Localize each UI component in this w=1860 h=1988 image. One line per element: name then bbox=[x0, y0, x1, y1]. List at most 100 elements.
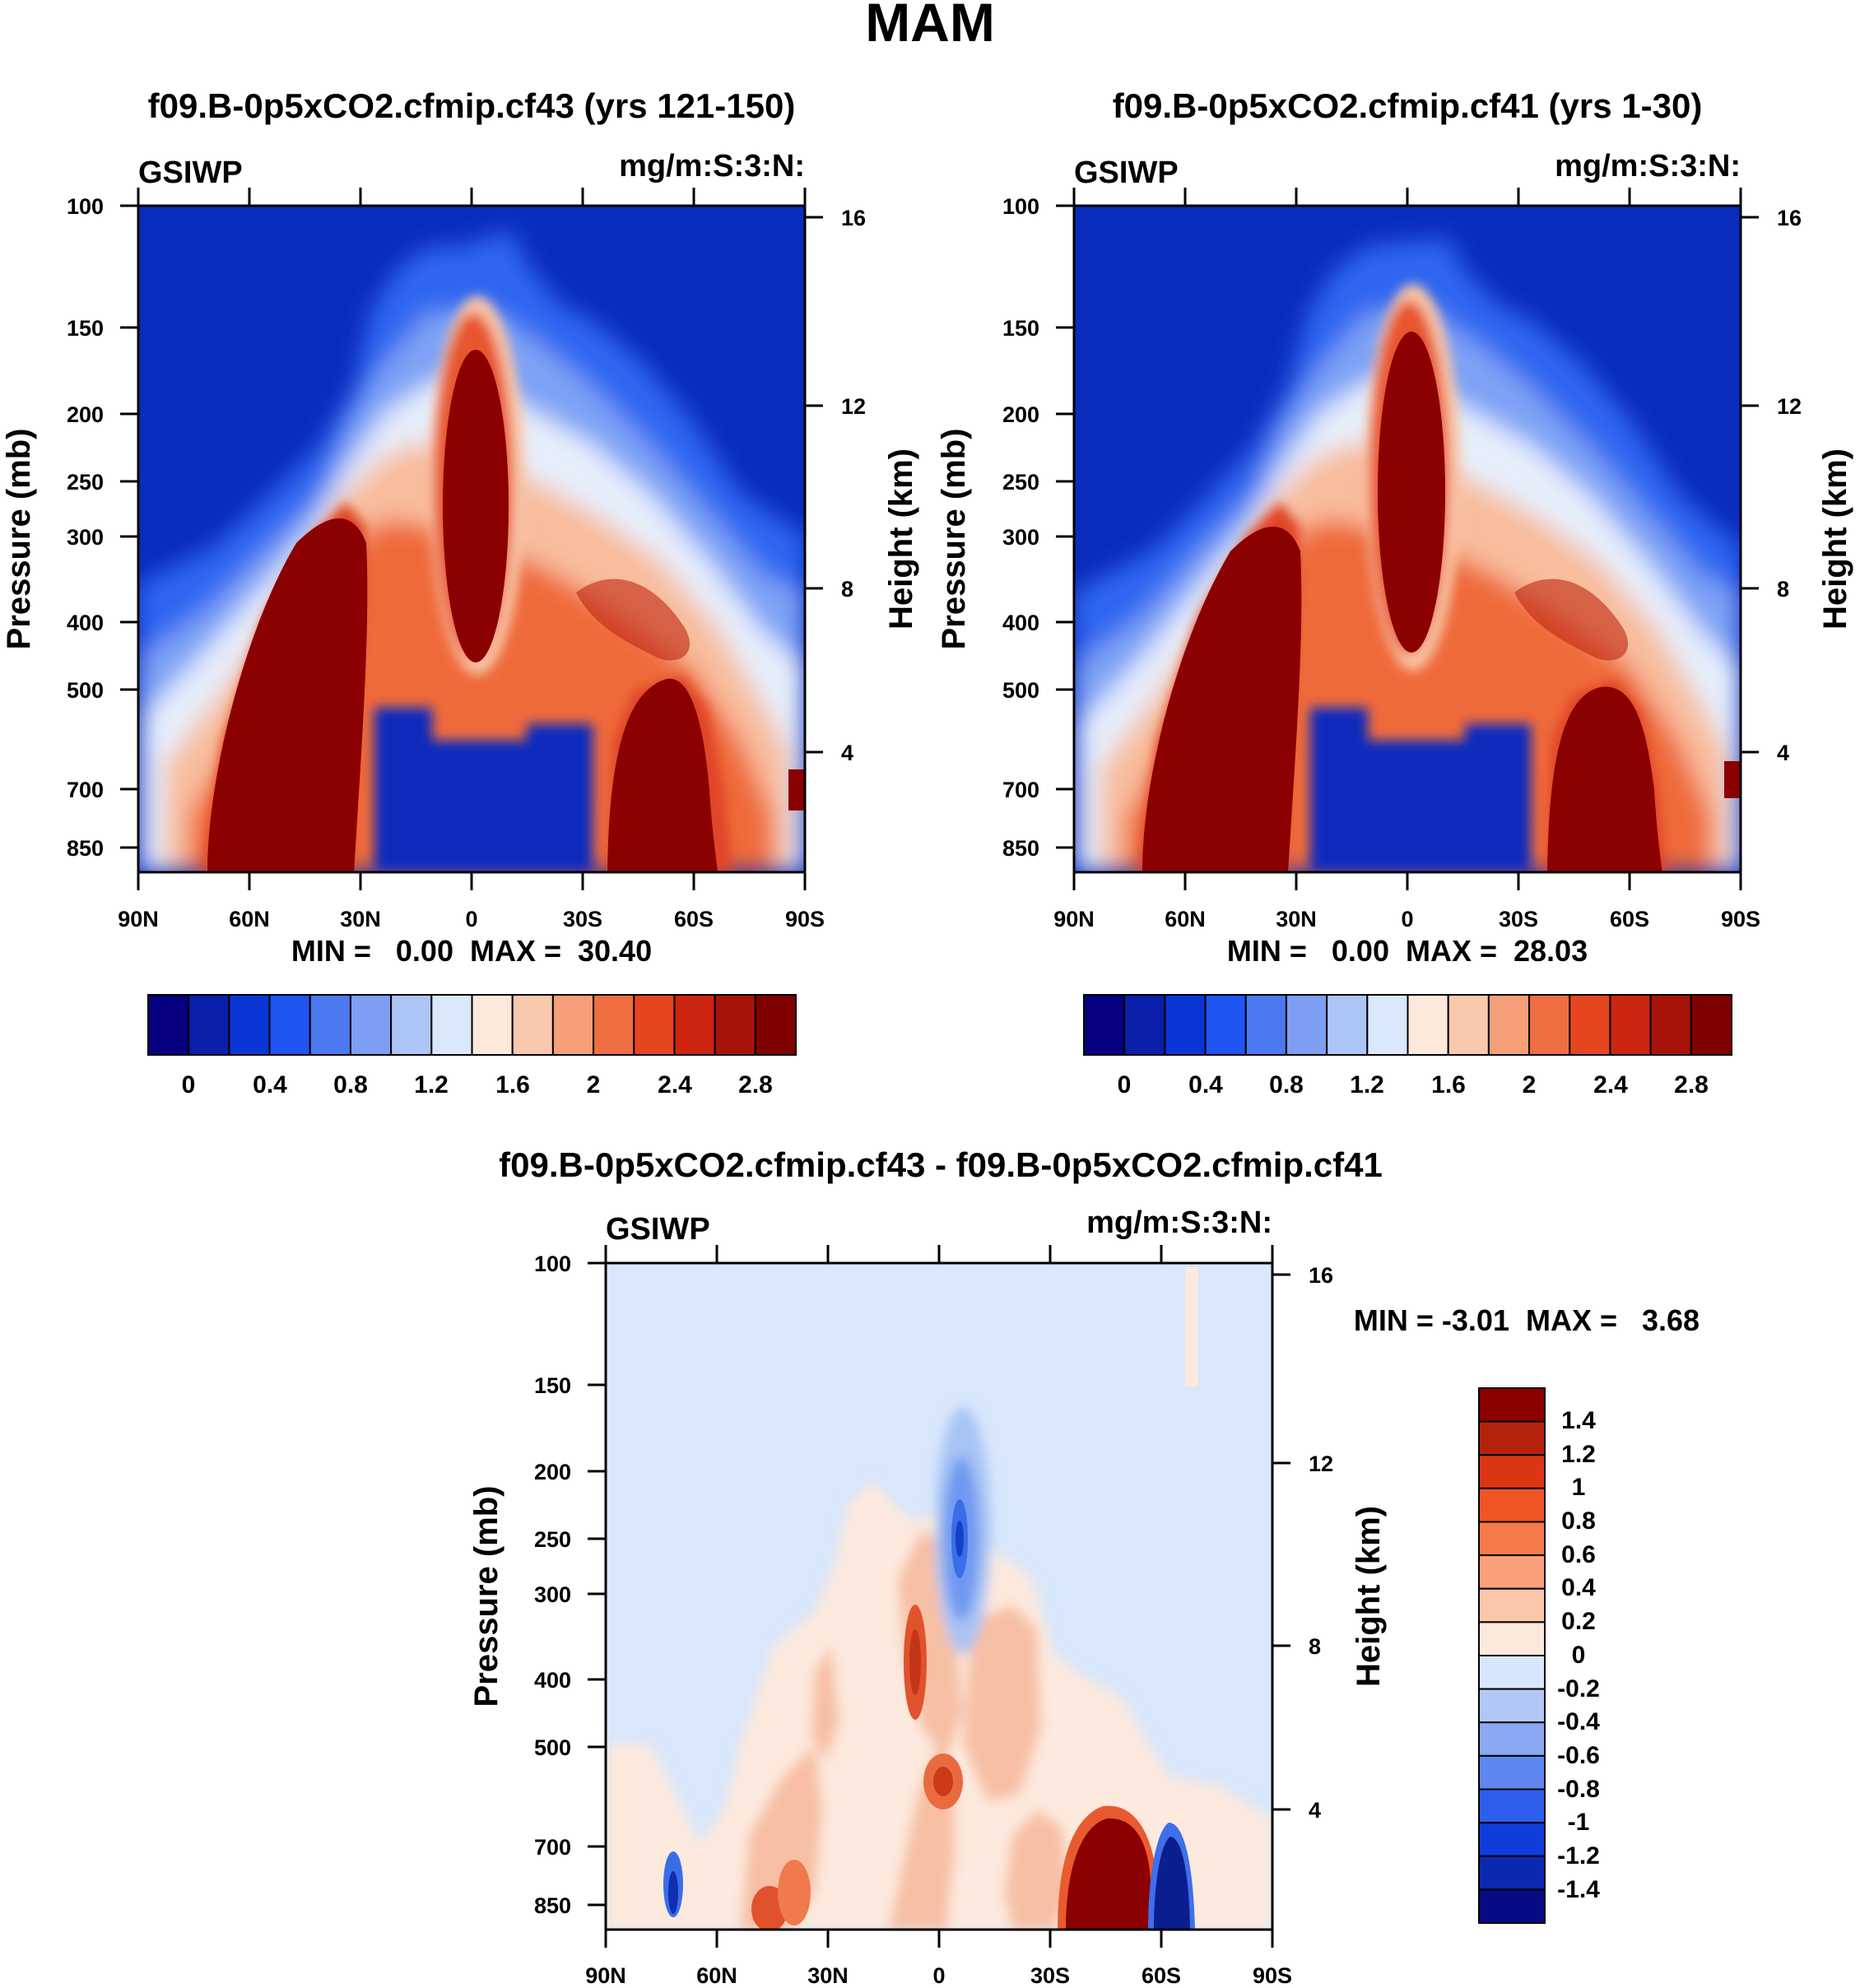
panel-2-ticks bbox=[1056, 188, 1759, 890]
x-tick-label: 60S bbox=[1610, 907, 1649, 931]
y-tick-label: 400 bbox=[1002, 611, 1039, 635]
y-tick-label: 700 bbox=[67, 778, 104, 802]
colorbar-label: 0 bbox=[182, 1071, 196, 1099]
panel-3: f09.B-0p5xCO2.cfmip.cf43 - f09.B-0p5xCO2… bbox=[468, 1145, 1700, 1988]
colorbar-cell bbox=[1407, 994, 1449, 1056]
colorbar-cell bbox=[1478, 1655, 1546, 1690]
y-tick-label: 300 bbox=[1002, 525, 1039, 550]
y-tick-label: 500 bbox=[534, 1735, 571, 1760]
x-tick-label: 30S bbox=[1030, 1963, 1070, 1988]
colorbar-cell bbox=[1478, 1454, 1546, 1489]
colorbar-label: 2 bbox=[587, 1071, 601, 1099]
colorbar-label: 0.8 bbox=[1561, 1507, 1596, 1535]
colorbar-label: 1.2 bbox=[1350, 1071, 1384, 1099]
colorbar-cell bbox=[147, 994, 190, 1056]
colorbar-cell bbox=[1326, 994, 1369, 1056]
x-tick-label: 0 bbox=[932, 1963, 945, 1988]
panel-2-colorbar-labels: 0 0.4 0.8 1.2 1.6 2 2.4 2.8 bbox=[1118, 1071, 1709, 1099]
panel-2-title: f09.B-0p5xCO2.cfmip.cf41 (yrs 1-30) bbox=[1113, 86, 1703, 125]
panel-3-colorbar: 1.4 1.2 1 0.8 0.6 0.4 0.2 0 -0.2 -0.4 -0… bbox=[1478, 1387, 1600, 1924]
x-tick-label: 30S bbox=[1499, 907, 1538, 931]
height-tick-label: 12 bbox=[841, 394, 866, 419]
colorbar-label: 0.6 bbox=[1561, 1541, 1596, 1568]
colorbar-cell bbox=[1487, 994, 1531, 1056]
colorbar-cell bbox=[1690, 994, 1732, 1056]
colorbar-cell bbox=[1478, 1855, 1546, 1891]
colorbar-cell bbox=[1478, 1621, 1546, 1656]
main-title: MAM bbox=[865, 0, 995, 53]
height-tick-label: 4 bbox=[841, 741, 853, 765]
colorbar-cell bbox=[673, 994, 716, 1056]
colorbar-label: -1.2 bbox=[1557, 1842, 1600, 1870]
colorbar-cell bbox=[1083, 994, 1126, 1056]
panel-2-minmax: MIN = 0.00 MAX = 28.03 bbox=[1227, 934, 1588, 968]
colorbar-cell bbox=[1478, 1487, 1546, 1523]
x-tick-label: 0 bbox=[1401, 907, 1413, 931]
colorbar-cell bbox=[1164, 994, 1207, 1056]
height-tick-label: 12 bbox=[1777, 394, 1802, 419]
height-tick-label: 12 bbox=[1309, 1452, 1333, 1476]
panel-1-x-tick-labels: 90N 60N 30N 0 30S 60S 90S bbox=[118, 907, 825, 931]
colorbar-cell bbox=[1478, 1754, 1546, 1791]
y-tick-label: 400 bbox=[67, 611, 104, 635]
x-tick-label: 90S bbox=[1253, 1963, 1292, 1988]
panel-2-right-tick-labels: 16 12 8 4 bbox=[1777, 206, 1802, 765]
panel-3-minmax: MIN = -3.01 MAX = 3.68 bbox=[1354, 1303, 1700, 1337]
colorbar-cell bbox=[1244, 994, 1287, 1056]
y-tick-label: 150 bbox=[67, 316, 104, 341]
colorbar-label: 2.4 bbox=[658, 1071, 692, 1099]
x-tick-label: 90N bbox=[118, 907, 159, 931]
colorbar-cell bbox=[228, 994, 271, 1056]
y-tick-label: 200 bbox=[1002, 402, 1039, 427]
panel-1-ylabel-right: Height (km) bbox=[883, 448, 919, 629]
y-tick-label: 200 bbox=[534, 1460, 571, 1484]
colorbar-label: -1.4 bbox=[1557, 1876, 1600, 1903]
x-tick-label: 90N bbox=[1053, 907, 1095, 931]
y-tick-label: 100 bbox=[534, 1252, 571, 1276]
colorbar-label: 1.6 bbox=[1431, 1071, 1466, 1099]
y-tick-label: 700 bbox=[1002, 778, 1039, 802]
y-tick-label: 300 bbox=[534, 1582, 571, 1607]
colorbar-label: 2.4 bbox=[1593, 1071, 1628, 1099]
y-tick-label: 850 bbox=[1002, 836, 1039, 861]
panel-3-ylabel-right: Height (km) bbox=[1351, 1506, 1387, 1687]
panel-1-minmax: MIN = 0.00 MAX = 30.40 bbox=[291, 934, 652, 968]
panel-3-title: f09.B-0p5xCO2.cfmip.cf43 - f09.B-0p5xCO2… bbox=[499, 1145, 1383, 1184]
height-tick-label: 16 bbox=[841, 206, 866, 230]
y-tick-label: 700 bbox=[534, 1835, 571, 1860]
colorbar-label: -0.8 bbox=[1557, 1776, 1600, 1803]
colorbar-label: -0.4 bbox=[1557, 1708, 1600, 1735]
colorbar-cell bbox=[1204, 994, 1247, 1056]
panel-1-ylabel: Pressure (mb) bbox=[1, 429, 37, 650]
panel-1-units: mg/m:S:3:N: bbox=[619, 149, 805, 183]
colorbar-cell bbox=[1569, 994, 1611, 1056]
colorbar-cell bbox=[1478, 1822, 1546, 1857]
colorbar-label: 0.2 bbox=[1561, 1608, 1596, 1635]
colorbar-label: 1.2 bbox=[414, 1071, 449, 1099]
panel-1-field bbox=[138, 206, 805, 872]
colorbar-cell bbox=[1609, 994, 1652, 1056]
colorbar-cell bbox=[1478, 1387, 1546, 1423]
x-tick-label: 60N bbox=[229, 907, 270, 931]
y-tick-label: 100 bbox=[1002, 194, 1039, 219]
panel-2-colorbar: 0 0.4 0.8 1.2 1.6 2 2.4 2.8 bbox=[1083, 994, 1732, 1099]
colorbar-label: 0.4 bbox=[253, 1071, 287, 1099]
colorbar-cell bbox=[551, 994, 595, 1056]
y-tick-label: 250 bbox=[67, 470, 104, 495]
height-tick-label: 8 bbox=[1777, 577, 1789, 602]
colorbar-cell bbox=[1478, 1788, 1546, 1824]
y-tick-label: 500 bbox=[67, 678, 104, 703]
colorbar-label: 1 bbox=[1572, 1474, 1586, 1501]
colorbar-cell bbox=[1478, 1521, 1546, 1557]
x-tick-label: 60S bbox=[674, 907, 714, 931]
panel-3-field bbox=[606, 1263, 1272, 1930]
height-tick-label: 8 bbox=[1309, 1634, 1321, 1659]
panel-1-title: f09.B-0p5xCO2.cfmip.cf43 (yrs 121-150) bbox=[148, 86, 796, 125]
panel-2-y-tick-labels: 100 150 200 250 300 400 500 700 850 bbox=[1002, 194, 1039, 861]
colorbar-cell bbox=[1478, 1721, 1546, 1757]
panel-1-variable: GSIWP bbox=[138, 156, 243, 190]
colorbar-cell bbox=[1123, 994, 1166, 1056]
x-tick-label: 30S bbox=[563, 907, 602, 931]
colorbar-cell bbox=[390, 994, 433, 1056]
panel-2: f09.B-0p5xCO2.cfmip.cf41 (yrs 1-30) GSIW… bbox=[936, 86, 1853, 1099]
